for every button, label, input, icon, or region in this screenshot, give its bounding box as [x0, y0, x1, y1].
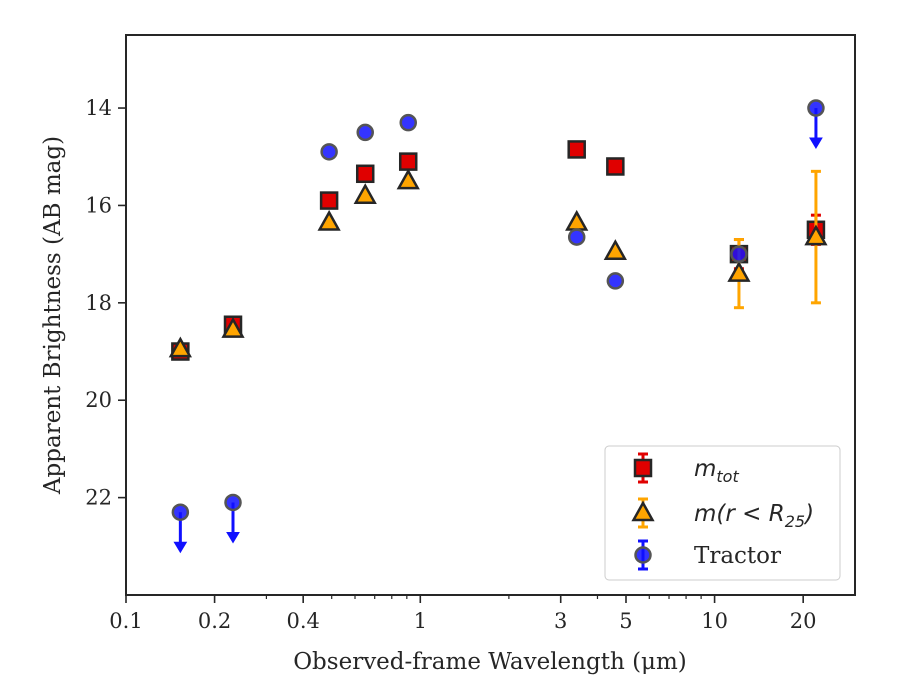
legend: mtot m(r < R25) Tractor: [604, 445, 841, 581]
y-axis-label: Apparent Brightness (AB mag): [40, 136, 66, 495]
x-tick-label: 3: [554, 609, 567, 633]
legend-label-tractor: Tractor: [694, 543, 781, 569]
y-tick-label: 22: [85, 486, 112, 510]
x-tick-label: 10: [701, 609, 728, 633]
legend-entry-mtot: mtot: [633, 452, 739, 486]
x-tick-label: 1: [414, 609, 427, 633]
point-tractor: [356, 123, 374, 142]
x-axis-ticks: 0.1 0.2 0.4 1 3 5 10 20: [109, 595, 817, 633]
y-tick-label: 14: [85, 96, 112, 120]
point-mtot: [606, 157, 625, 176]
series-tractor: [171, 99, 825, 554]
x-tick-label: 0.2: [198, 609, 231, 633]
x-tick-label: 5: [619, 609, 632, 633]
x-tick-label: 20: [790, 609, 817, 633]
legend-marker-mtot: [633, 458, 653, 478]
point-mr25: [353, 183, 377, 204]
point-mr25: [396, 168, 420, 190]
point-mr25: [727, 261, 751, 282]
y-axis-ticks: 14 16 18 20 22: [85, 96, 126, 510]
point-mtot: [567, 140, 586, 159]
point-tractor-limit-arrowhead: [809, 137, 823, 150]
point-mtot: [355, 164, 375, 184]
series-mr25: [168, 168, 828, 358]
legend-marker-tractor: [634, 546, 652, 564]
y-tick-label: 20: [85, 388, 112, 412]
legend-entry-tractor: Tractor: [634, 539, 781, 571]
y-tick-label: 18: [85, 291, 112, 315]
plot-frame: [125, 34, 856, 596]
legend-marker-mr25: [631, 500, 655, 522]
point-tractor-limit-arrowhead: [226, 531, 240, 544]
point-mtot: [319, 191, 339, 210]
point-tractor: [606, 272, 625, 290]
point-mr25: [603, 239, 627, 260]
point-tractor: [171, 503, 190, 521]
legend-box: [604, 445, 841, 581]
legend-entry-mr25: m(r < R25): [631, 497, 814, 531]
point-tractor: [567, 228, 586, 246]
legend-label-mtot: mtot: [694, 456, 739, 486]
point-tractor: [320, 143, 338, 161]
point-tractor-limit-arrowhead: [173, 541, 188, 554]
point-mr25: [804, 224, 828, 246]
chart-marks: [168, 99, 828, 554]
point-mtot: [398, 152, 418, 171]
point-tractor: [807, 99, 825, 117]
point-tractor: [224, 493, 242, 512]
point-mr25: [168, 336, 192, 358]
point-tractor: [399, 113, 417, 132]
point-mr25: [221, 317, 245, 338]
point-tractor: [730, 245, 748, 263]
x-tick-label: 0.1: [109, 609, 142, 633]
x-tick-label: 0.4: [286, 609, 319, 633]
point-mr25: [317, 209, 341, 231]
y-tick-label: 16: [85, 193, 112, 217]
legend-label-mr25: m(r < R25): [694, 501, 814, 531]
x-axis-label: Observed-frame Wavelength (μm): [293, 649, 687, 675]
